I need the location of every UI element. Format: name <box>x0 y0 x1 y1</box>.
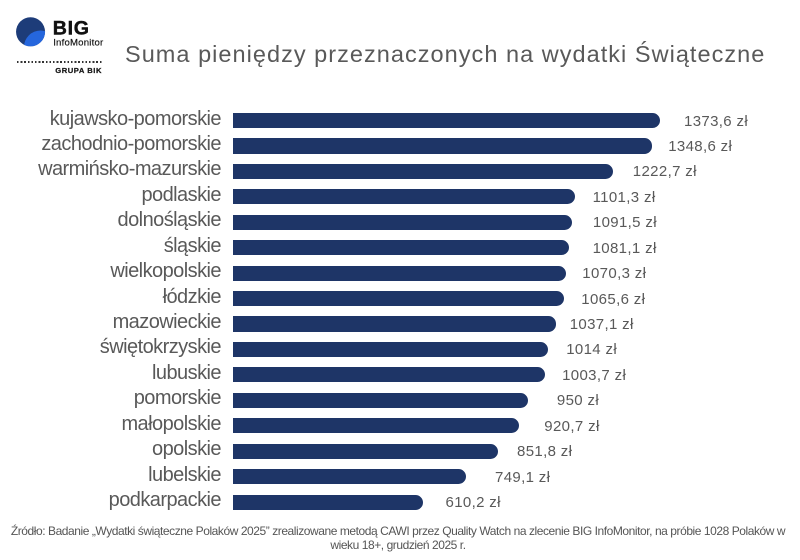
svg-text:InfoMonitor: InfoMonitor <box>53 38 104 49</box>
svg-text:BIG: BIG <box>53 18 90 40</box>
